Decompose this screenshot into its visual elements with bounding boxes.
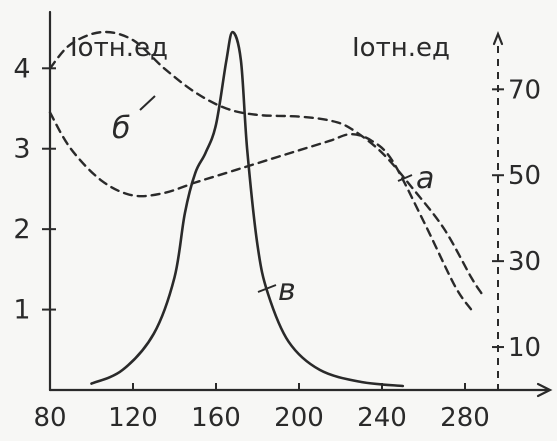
- y-left-tick-label: 3: [13, 134, 30, 165]
- x-tick-label: 200: [274, 403, 324, 433]
- series-b-curve: [48, 30, 483, 295]
- x-tick-label: 160: [191, 403, 241, 433]
- y-left-tick-label: 2: [13, 214, 30, 245]
- series-a-curve: [48, 111, 473, 311]
- y-right-tick-label: 70: [508, 75, 541, 105]
- series-b-label: б: [112, 111, 131, 146]
- y-axis-left-label: Iотн.ед: [70, 33, 168, 63]
- y-left-tick-label: 1: [13, 295, 30, 326]
- x-tick-label: 120: [108, 403, 158, 433]
- y-axis-right-arrow: [492, 31, 504, 46]
- y-right-tick-label: 50: [508, 161, 541, 191]
- y-right-tick-label: 10: [508, 333, 541, 363]
- y-right-tick-label: 30: [508, 247, 541, 277]
- y-axis-right-label: Iотн.ед: [352, 33, 450, 63]
- series: [48, 30, 483, 388]
- series-v-label: в: [278, 273, 296, 308]
- ticks: 80 120 160 200 240 280 1 2 3 4 10 30 50 70: [13, 53, 541, 433]
- y-left-tick-label: 4: [13, 53, 30, 84]
- x-tick-label: 240: [357, 403, 407, 433]
- x-tick-label: 80: [33, 403, 66, 433]
- series-v-curve: [90, 30, 405, 388]
- x-tick-label: 280: [440, 403, 490, 433]
- series-v-leader: [257, 284, 277, 293]
- x-axis-arrow: [536, 382, 553, 398]
- series-a-leader: [397, 174, 413, 182]
- series-b-leader: [139, 95, 156, 111]
- series-a-label: а: [416, 161, 434, 196]
